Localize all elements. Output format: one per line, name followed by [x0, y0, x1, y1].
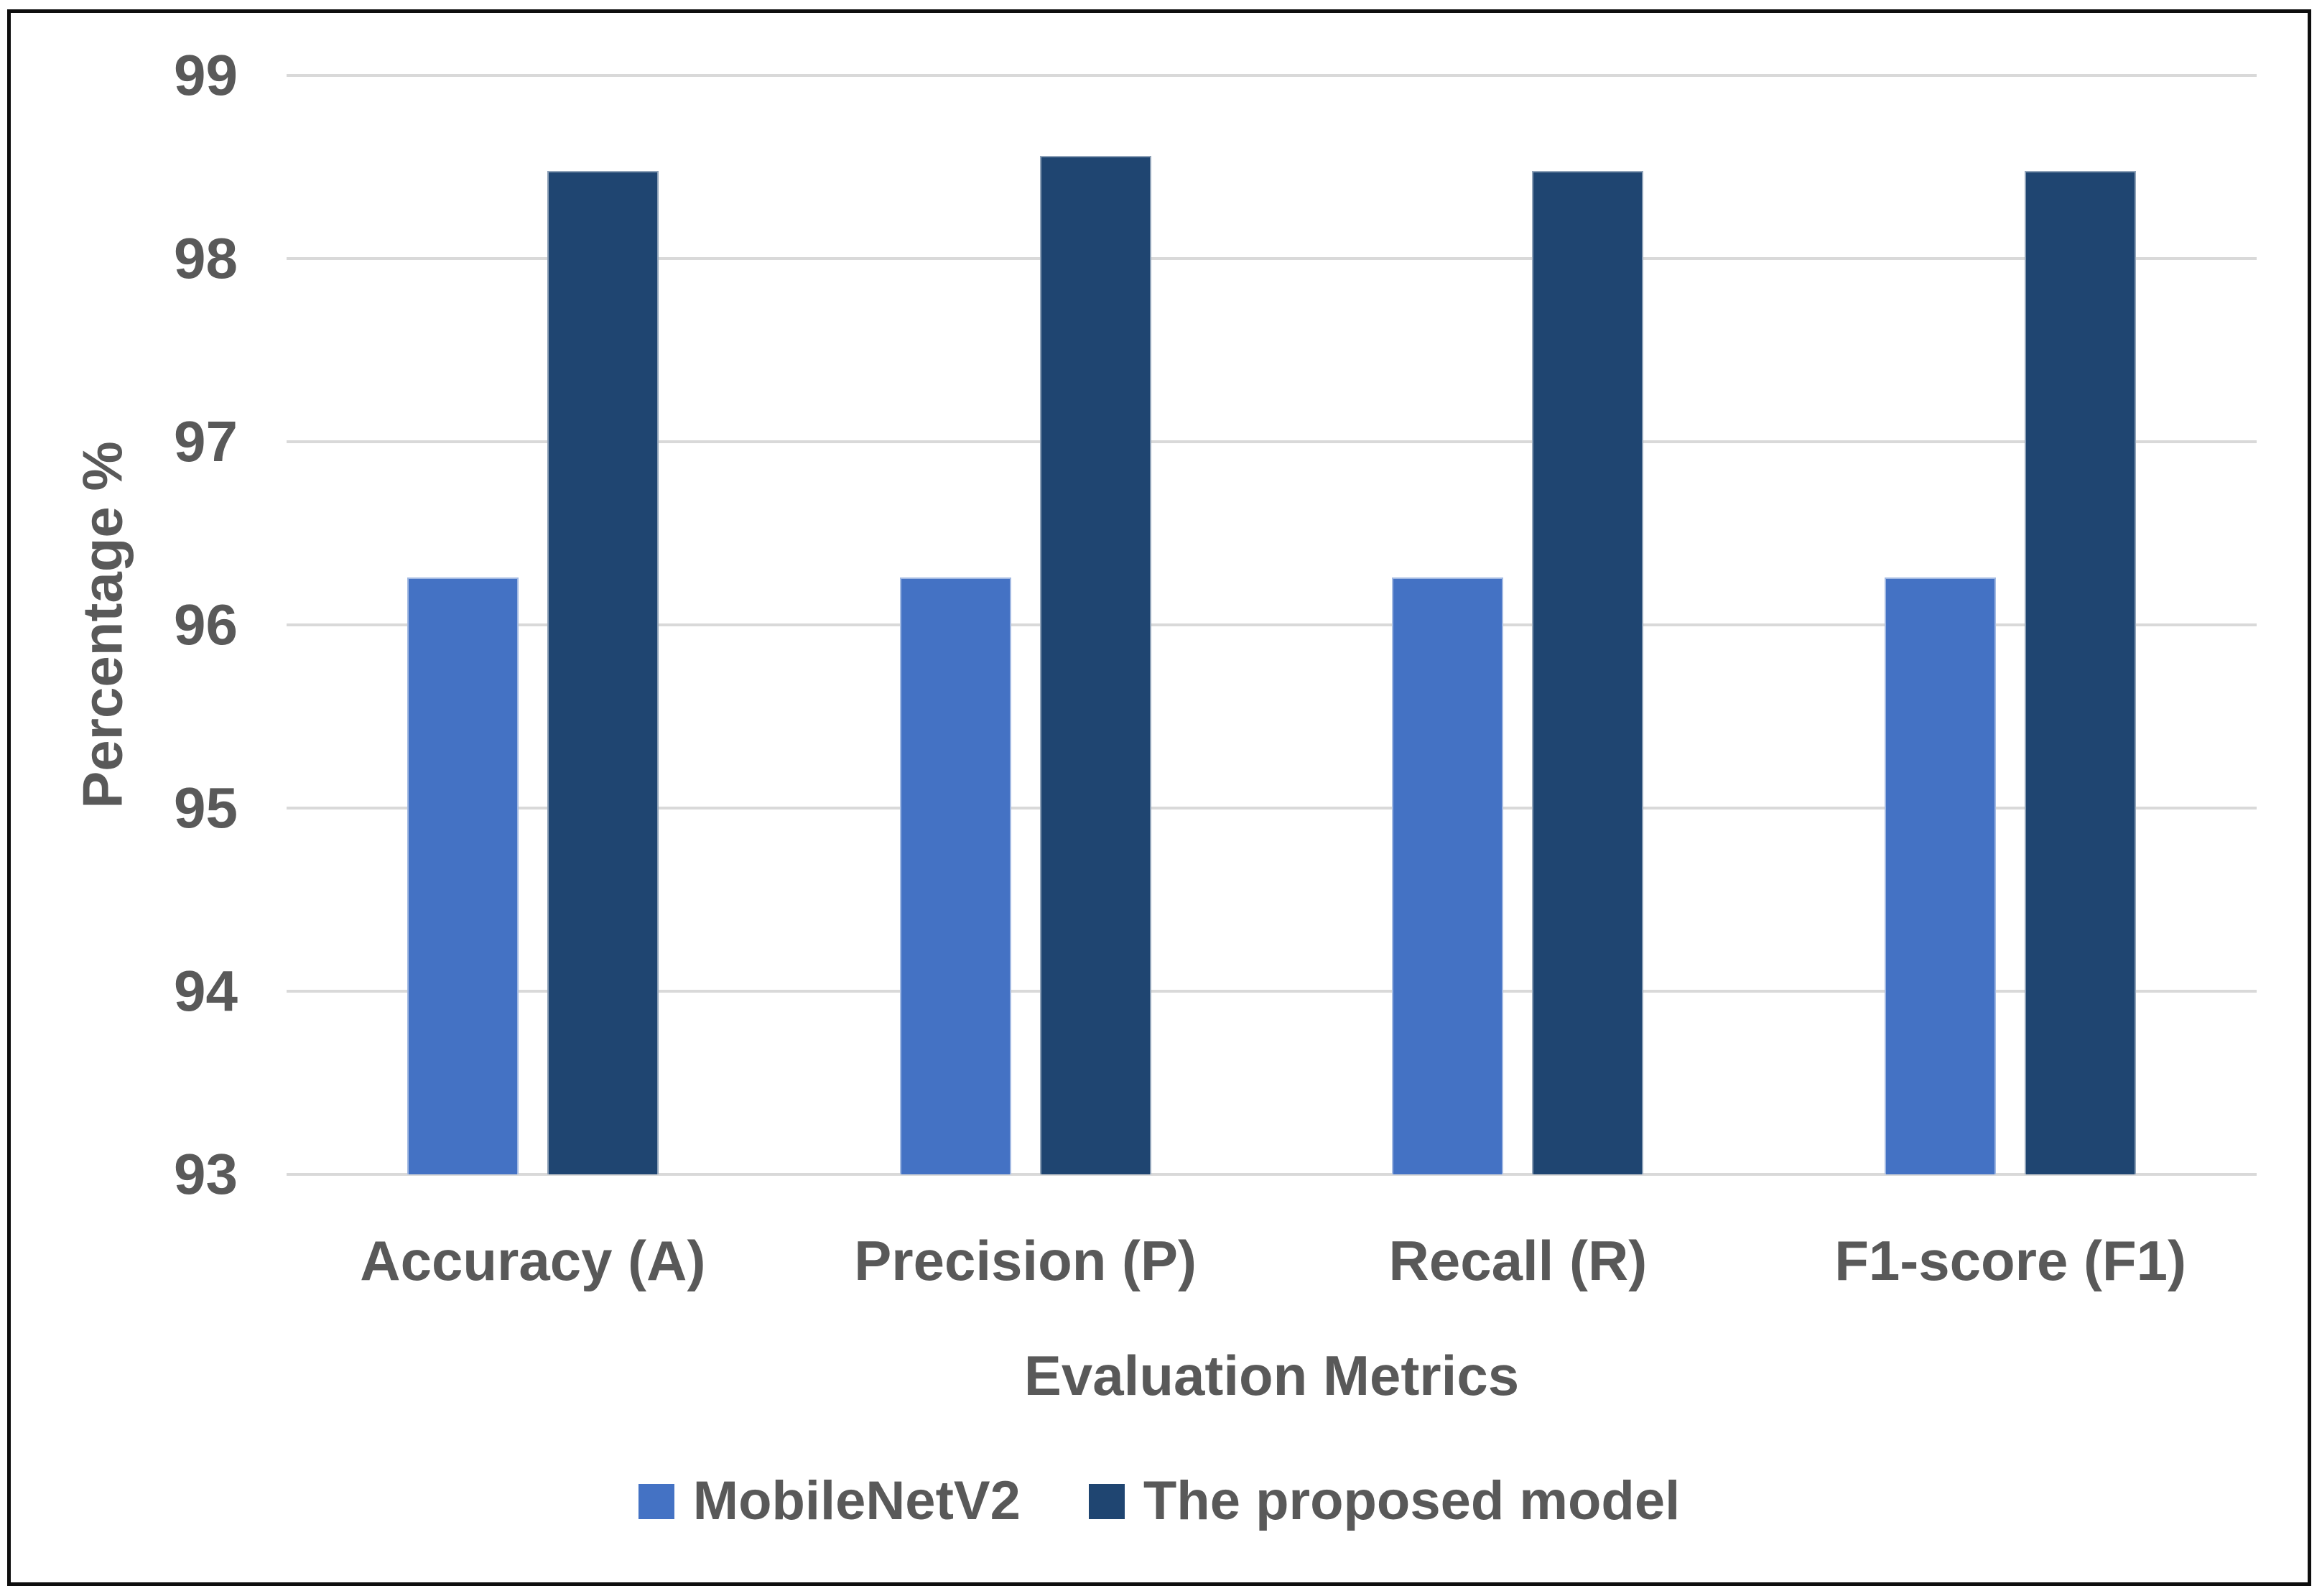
bar — [899, 577, 1011, 1174]
x-category-label: F1-score (F1) — [1834, 1229, 2187, 1292]
legend: MobileNetV2 The proposed model — [11, 1474, 2308, 1528]
bar-group-4 — [1764, 75, 2257, 1174]
legend-label: MobileNetV2 — [692, 1470, 1021, 1531]
bar-group-1 — [287, 75, 779, 1174]
y-tick-label: 97 — [174, 409, 238, 473]
bar — [407, 577, 519, 1174]
y-tick-label: 93 — [174, 1142, 238, 1206]
y-tick-label: 94 — [174, 959, 238, 1023]
y-tick-label: 95 — [174, 776, 238, 840]
gridline — [287, 440, 2257, 443]
bar-group-2 — [779, 75, 1272, 1174]
gridline — [287, 990, 2257, 993]
gridline — [287, 1173, 2257, 1176]
bar — [547, 171, 659, 1174]
x-axis-title: Evaluation Metrics — [1023, 1344, 1520, 1407]
bar — [1885, 577, 1997, 1174]
plot-area — [287, 74, 2257, 1176]
gridline — [287, 74, 2257, 77]
x-category-label: Recall (R) — [1388, 1229, 1648, 1292]
gridline — [287, 257, 2257, 260]
bar — [2025, 171, 2137, 1174]
legend-label: The proposed model — [1143, 1470, 1681, 1531]
x-category-label: Precision (P) — [854, 1229, 1197, 1292]
legend-item: The proposed model — [1088, 1470, 1681, 1531]
legend-marker-icon — [1088, 1483, 1125, 1519]
x-category-label: Accuracy (A) — [360, 1229, 706, 1292]
y-tick-label: 99 — [174, 43, 238, 107]
gridline — [287, 623, 2257, 626]
legend-marker-icon — [638, 1483, 674, 1519]
y-tick-label: 98 — [174, 226, 238, 290]
y-tick-label: 96 — [174, 593, 238, 657]
legend-item: MobileNetV2 — [638, 1474, 1021, 1528]
bar — [1532, 171, 1644, 1174]
gridline — [287, 807, 2257, 809]
bar — [1392, 577, 1504, 1174]
bar — [1039, 156, 1151, 1174]
chart-frame: Percentage % Evaluation Metrics MobileNe… — [7, 9, 2311, 1586]
bar-group-3 — [1272, 75, 1765, 1174]
